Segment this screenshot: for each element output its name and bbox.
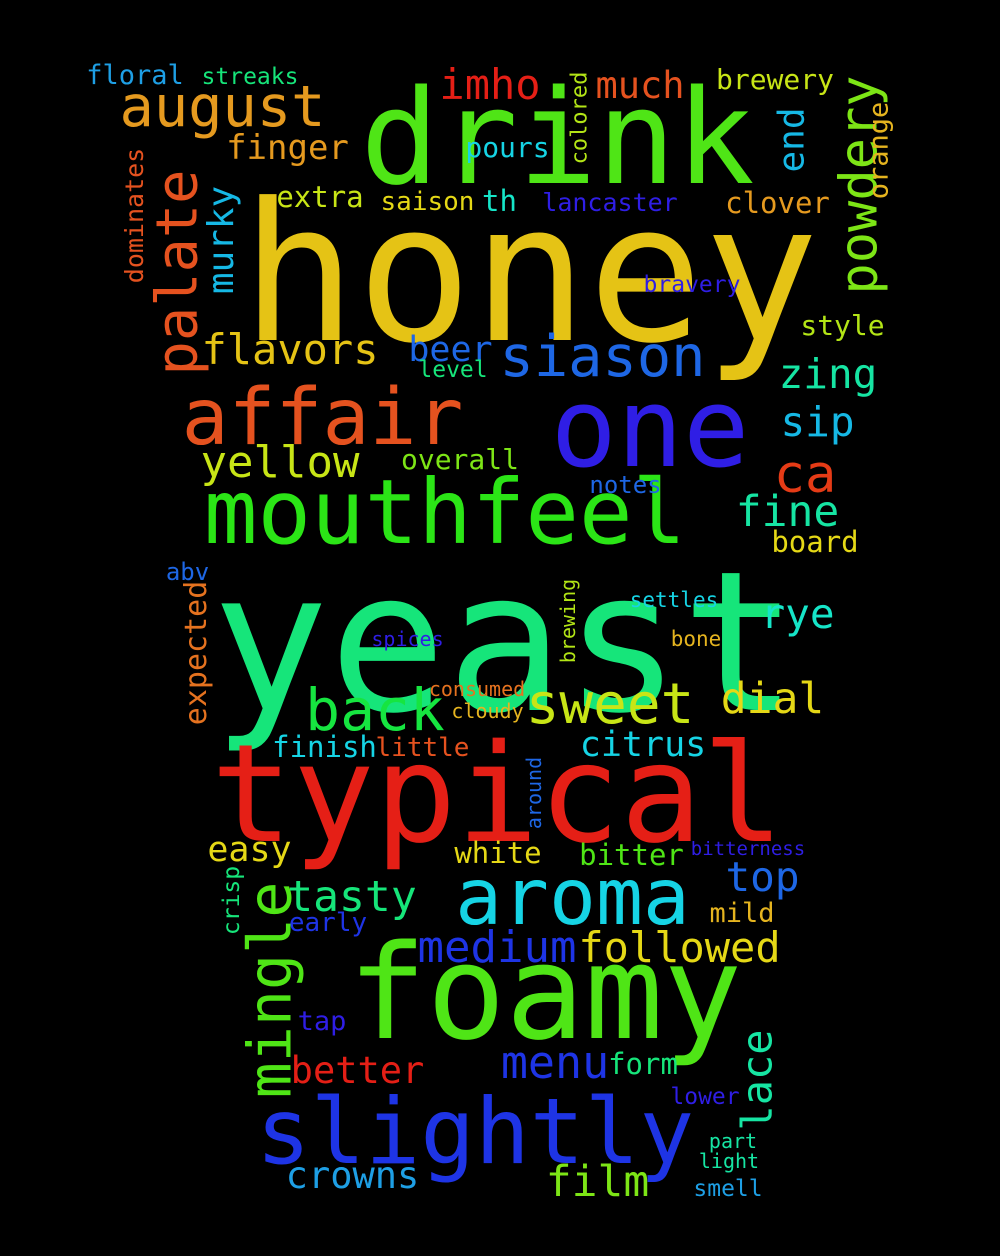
word-lower: lower (670, 1083, 740, 1110)
word-style: style (800, 309, 885, 342)
word-brewery: brewery (715, 63, 834, 96)
word-streaks: streaks (201, 64, 299, 90)
word-film: film (545, 1157, 650, 1207)
word-clover: clover (725, 185, 830, 220)
word-much: much (595, 63, 685, 107)
word-board: board (771, 524, 859, 559)
word-foamy: foamy (347, 916, 743, 1069)
word-fine: fine (735, 487, 840, 537)
word-floral: floral (86, 59, 184, 91)
word-spices: spices (371, 627, 444, 651)
word-siason: siason (499, 324, 706, 390)
word-finish: finish (272, 729, 377, 764)
word-rye: rye (760, 590, 835, 638)
word-back: back (305, 676, 445, 744)
word-white: white (454, 835, 542, 870)
word-palate: palate (143, 169, 210, 376)
word-citrus: citrus (579, 724, 707, 765)
word-medium: medium (417, 921, 577, 973)
word-bone: bone (670, 626, 722, 651)
word-part: part (708, 1129, 758, 1153)
word-around: around (521, 756, 546, 829)
word-ca: ca (773, 445, 837, 505)
word-saison: saison (380, 187, 475, 217)
word-flavors: flavors (201, 324, 379, 374)
word-pours: pours (465, 130, 550, 164)
word-aroma: aroma (455, 852, 690, 943)
word-affair: affair (181, 372, 464, 463)
word-cloudy: cloudy (451, 699, 524, 723)
word-colored: colored (566, 71, 592, 164)
word-followed: followed (578, 922, 781, 972)
word-sweet: sweet (525, 672, 695, 737)
word-form: form (608, 1046, 678, 1081)
word-better: better (290, 1048, 425, 1092)
word-tasty: tasty (287, 872, 417, 922)
word-typical: typical (210, 716, 785, 874)
word-th: th (482, 183, 517, 218)
word-orange: orange (863, 101, 895, 199)
word-bitter: bitter (579, 837, 684, 872)
word-mild: mild (709, 897, 775, 929)
word-bravery: bravery (643, 271, 741, 298)
word-slightly: slightly (255, 1080, 695, 1185)
word-murky: murky (201, 185, 243, 295)
word-level: level (418, 356, 488, 383)
word-end: end (771, 107, 813, 173)
word-bitterness: bitterness (690, 837, 806, 860)
word-imho: imho (439, 60, 541, 109)
word-early: early (288, 908, 368, 938)
word-sip: sip (780, 398, 855, 446)
word-mouthfeel: mouthfeel (203, 460, 687, 564)
word-crisp: crisp (218, 865, 245, 935)
word-yellow: yellow (200, 436, 360, 488)
word-consumed: consumed (428, 677, 526, 701)
word-crowns: crowns (285, 1153, 420, 1197)
word-dominates: dominates (120, 147, 150, 283)
word-finger: finger (226, 127, 349, 168)
word-little: little (375, 733, 470, 763)
word-top: top (725, 853, 800, 901)
word-abv: abv (165, 558, 210, 586)
word-zing: zing (778, 350, 878, 398)
word-easy: easy (207, 829, 292, 870)
word-one: one (550, 363, 750, 492)
word-honey: honey (241, 163, 819, 386)
word-drink: drink (360, 61, 755, 214)
word-notes: notes (589, 471, 662, 499)
word-beer: beer (408, 329, 493, 370)
word-tap: tap (297, 1005, 347, 1037)
word-lace: lace (732, 1029, 782, 1131)
word-august: august (119, 74, 326, 140)
word-expected: expected (179, 580, 215, 725)
word-dial: dial (720, 674, 825, 724)
word-settles: settles (629, 587, 719, 612)
word-brewing: brewing (555, 578, 580, 663)
word-extra: extra (276, 179, 364, 214)
word-lancaster: lancaster (542, 187, 678, 217)
word-smell: smell (693, 1175, 763, 1202)
word-overall: overall (400, 443, 519, 476)
word-menu: menu (500, 1036, 610, 1089)
word-light: light (698, 1149, 760, 1173)
word-yeast: yeast (211, 529, 799, 756)
